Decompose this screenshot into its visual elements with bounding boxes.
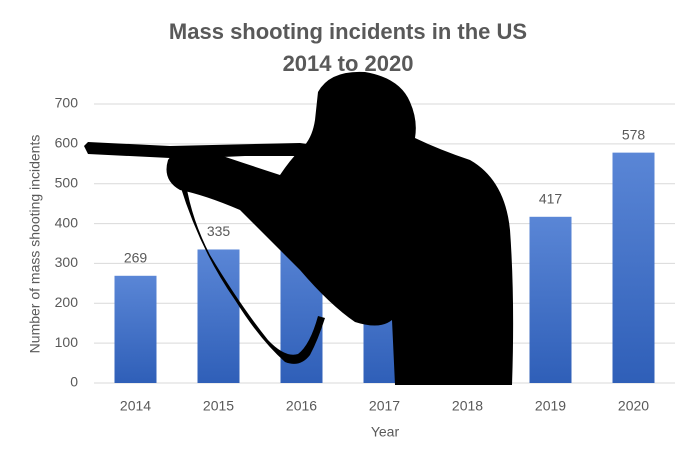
y-tick-label: 100 (55, 334, 79, 350)
x-tick-label: 2020 (618, 398, 649, 414)
x-axis-label: Year (371, 424, 400, 440)
x-tick-label: 2015 (203, 398, 234, 414)
chart-subtitle: 2014 to 2020 (283, 51, 414, 76)
data-label: 578 (622, 126, 646, 142)
data-label: 335 (207, 223, 231, 239)
shooter-silhouette (84, 71, 514, 386)
y-tick-label: 300 (55, 254, 79, 270)
bar (612, 152, 655, 383)
x-tick-label: 2017 (369, 398, 400, 414)
x-tick-label: 2018 (452, 398, 483, 414)
y-tick-label: 600 (55, 135, 79, 151)
chart-title: Mass shooting incidents in the US (169, 19, 527, 44)
y-tick-label: 700 (55, 95, 79, 111)
data-label: 417 (539, 190, 563, 206)
bar (529, 216, 572, 383)
y-axis-label: Number of mass shooting incidents (27, 135, 43, 354)
y-tick-label: 200 (55, 294, 79, 310)
bar (114, 275, 157, 383)
data-label: 269 (124, 249, 148, 265)
x-tick-label: 2019 (535, 398, 566, 414)
y-tick-label: 500 (55, 174, 79, 190)
y-tick-label: 400 (55, 214, 79, 230)
x-tick-label: 2016 (286, 398, 317, 414)
y-tick-label: 0 (70, 374, 78, 390)
x-tick-label: 2014 (120, 398, 151, 414)
